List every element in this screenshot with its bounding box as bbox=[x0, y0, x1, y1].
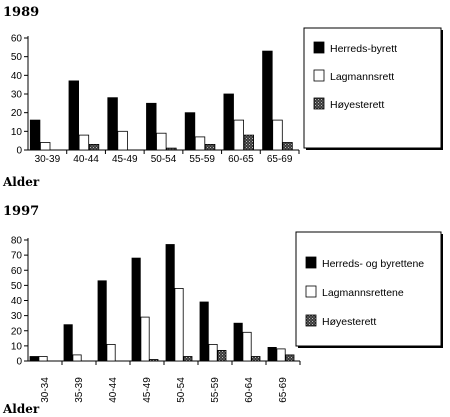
bar-55-59-Høyesterett bbox=[217, 349, 227, 362]
legend-box bbox=[295, 231, 442, 347]
y-tick-label: 60 bbox=[11, 34, 23, 45]
bar-45-49-Lagmannsrett bbox=[117, 130, 128, 151]
bar-60-65-Høyesterett bbox=[243, 134, 255, 151]
y-tick-label: 20 bbox=[11, 108, 23, 119]
bar-50-54-Høyesterett bbox=[183, 356, 193, 362]
bar-60-65-Herreds-byrett bbox=[223, 93, 234, 151]
bar-30-39-Lagmannsrett bbox=[40, 142, 51, 151]
bar-40-44-Lagmannsrettene bbox=[106, 343, 116, 362]
x-tick-label: 50-54 bbox=[151, 154, 177, 165]
x-tick-label: 40-44 bbox=[73, 154, 99, 165]
bar-40-44-Lagmannsrett bbox=[78, 134, 90, 151]
y-tick-label: 0 bbox=[16, 146, 22, 157]
y-tick-label: 60 bbox=[11, 266, 23, 277]
legend-box bbox=[303, 27, 442, 149]
y-tick-label: 40 bbox=[11, 296, 23, 307]
bar-50-54-Herreds-byrett bbox=[146, 102, 157, 151]
chart-title: 1989 bbox=[3, 5, 39, 20]
y-tick-label: 80 bbox=[11, 236, 23, 247]
x-tick-label: 30-39 bbox=[35, 154, 61, 165]
bar-50-54-Herreds- og byrettene bbox=[165, 244, 175, 362]
x-tick-label: 30-34 bbox=[40, 377, 51, 403]
legend-label: Lagmannsrettene bbox=[322, 287, 404, 299]
bar-55-59-Herreds- og byrettene bbox=[199, 301, 209, 362]
bar-55-59-Lagmannsrettene bbox=[208, 343, 218, 362]
bar-35-39-Lagmannsrettene bbox=[72, 354, 82, 362]
bar-45-49-Herreds-byrett bbox=[107, 97, 118, 151]
legend-label: Lagmannsrett bbox=[330, 71, 394, 83]
y-tick-label: 20 bbox=[11, 326, 23, 337]
chart-1997: 1997 0 10 20 30 40 50 60 70 80 30-34 35-39 40-44 45-4… bbox=[2, 204, 443, 416]
y-tick-label: 0 bbox=[16, 357, 22, 368]
legend-swatch bbox=[305, 285, 317, 298]
bar-60-65-Lagmannsrett bbox=[233, 119, 245, 151]
bar-65-69-Herreds-byrett bbox=[262, 50, 273, 151]
bar-30-34-Herreds- og byrettene bbox=[29, 356, 39, 362]
y-tick-label: 50 bbox=[11, 52, 23, 63]
bar-60-64-Herreds- og byrettene bbox=[233, 322, 243, 362]
x-tick-label: 55-59 bbox=[189, 154, 215, 165]
y-tick-label: 10 bbox=[11, 127, 23, 138]
x-tick-label: 60-64 bbox=[244, 377, 255, 403]
bar-35-39-Herreds- og byrettene bbox=[63, 324, 73, 362]
legend-swatch bbox=[305, 314, 317, 327]
y-tick-label: 70 bbox=[11, 251, 23, 262]
bar-65-69-Høyesterett bbox=[285, 354, 295, 362]
chart-title: 1997 bbox=[3, 204, 39, 219]
bar-65-69-Høyesterett bbox=[282, 142, 293, 151]
y-tick-label: 30 bbox=[11, 311, 23, 322]
x-axis-label: Alder bbox=[2, 402, 40, 416]
legend-label: Herreds- og byrettene bbox=[322, 258, 424, 270]
bar-60-64-Lagmannsrettene bbox=[242, 331, 252, 362]
bar-65-69-Herreds- og byrettene bbox=[267, 346, 277, 362]
x-tick-label: 45-49 bbox=[142, 377, 153, 403]
legend-label: Herreds-byrett bbox=[330, 43, 397, 55]
x-tick-label: 40-44 bbox=[108, 377, 119, 403]
bar-55-59-Herreds-byrett bbox=[184, 112, 196, 151]
legend-swatch bbox=[313, 41, 325, 54]
legend-label: Høyesterett bbox=[322, 316, 376, 328]
y-tick-label: 30 bbox=[11, 90, 23, 101]
x-tick-label: 55-59 bbox=[210, 377, 221, 403]
y-tick-label: 40 bbox=[11, 71, 23, 82]
bar-55-59-Høyesterett bbox=[204, 143, 216, 151]
x-tick-label: 65-69 bbox=[267, 154, 293, 165]
legend-swatch bbox=[313, 97, 325, 110]
legend-swatch bbox=[313, 69, 325, 82]
legend-label: Høyesterett bbox=[330, 99, 384, 111]
bar-30-34-Lagmannsrettene bbox=[38, 356, 48, 362]
bar-45-49-Lagmannsrettene bbox=[140, 316, 150, 362]
legend: Herreds- og byrettene Lagmannsrettene Høye… bbox=[295, 231, 443, 348]
bar-65-69-Lagmannsrettene bbox=[276, 348, 286, 362]
bar-40-44-Herreds- og byrettene bbox=[97, 280, 107, 362]
bar-40-44-Herreds-byrett bbox=[68, 80, 80, 151]
bar-30-39-Herreds-byrett bbox=[29, 119, 41, 151]
x-tick-label: 65-69 bbox=[278, 377, 289, 403]
legend: Herreds-byrett Lagmannsrett Høyesterett bbox=[303, 27, 443, 150]
x-tick-label: 50-54 bbox=[176, 377, 187, 403]
bar-45-49-Høyesterett bbox=[149, 359, 159, 362]
bar-50-54-Lagmannsrett bbox=[156, 132, 167, 151]
bar-50-54-Lagmannsrettene bbox=[174, 287, 184, 362]
chart-1989: 1989 0 10 20 30 40 50 60 30-39 40-44 45-49 50-54 55-… bbox=[2, 5, 443, 189]
bar-65-69-Lagmannsrett bbox=[272, 119, 283, 151]
y-tick-label: 50 bbox=[11, 281, 23, 292]
bar-55-59-Lagmannsrett bbox=[194, 136, 206, 151]
bar-50-54-Høyesterett bbox=[166, 147, 177, 151]
bar-40-44-Høyesterett bbox=[88, 143, 100, 151]
bar-60-64-Høyesterett bbox=[251, 356, 261, 362]
x-tick-label: 60-65 bbox=[228, 154, 254, 165]
x-tick-label: 35-39 bbox=[74, 377, 85, 403]
legend-swatch bbox=[305, 256, 317, 269]
x-tick-label: 45-49 bbox=[112, 154, 138, 165]
bar-45-49-Herreds- og byrettene bbox=[131, 257, 141, 362]
x-axis-label: Alder bbox=[2, 175, 40, 189]
y-tick-label: 10 bbox=[11, 341, 23, 352]
